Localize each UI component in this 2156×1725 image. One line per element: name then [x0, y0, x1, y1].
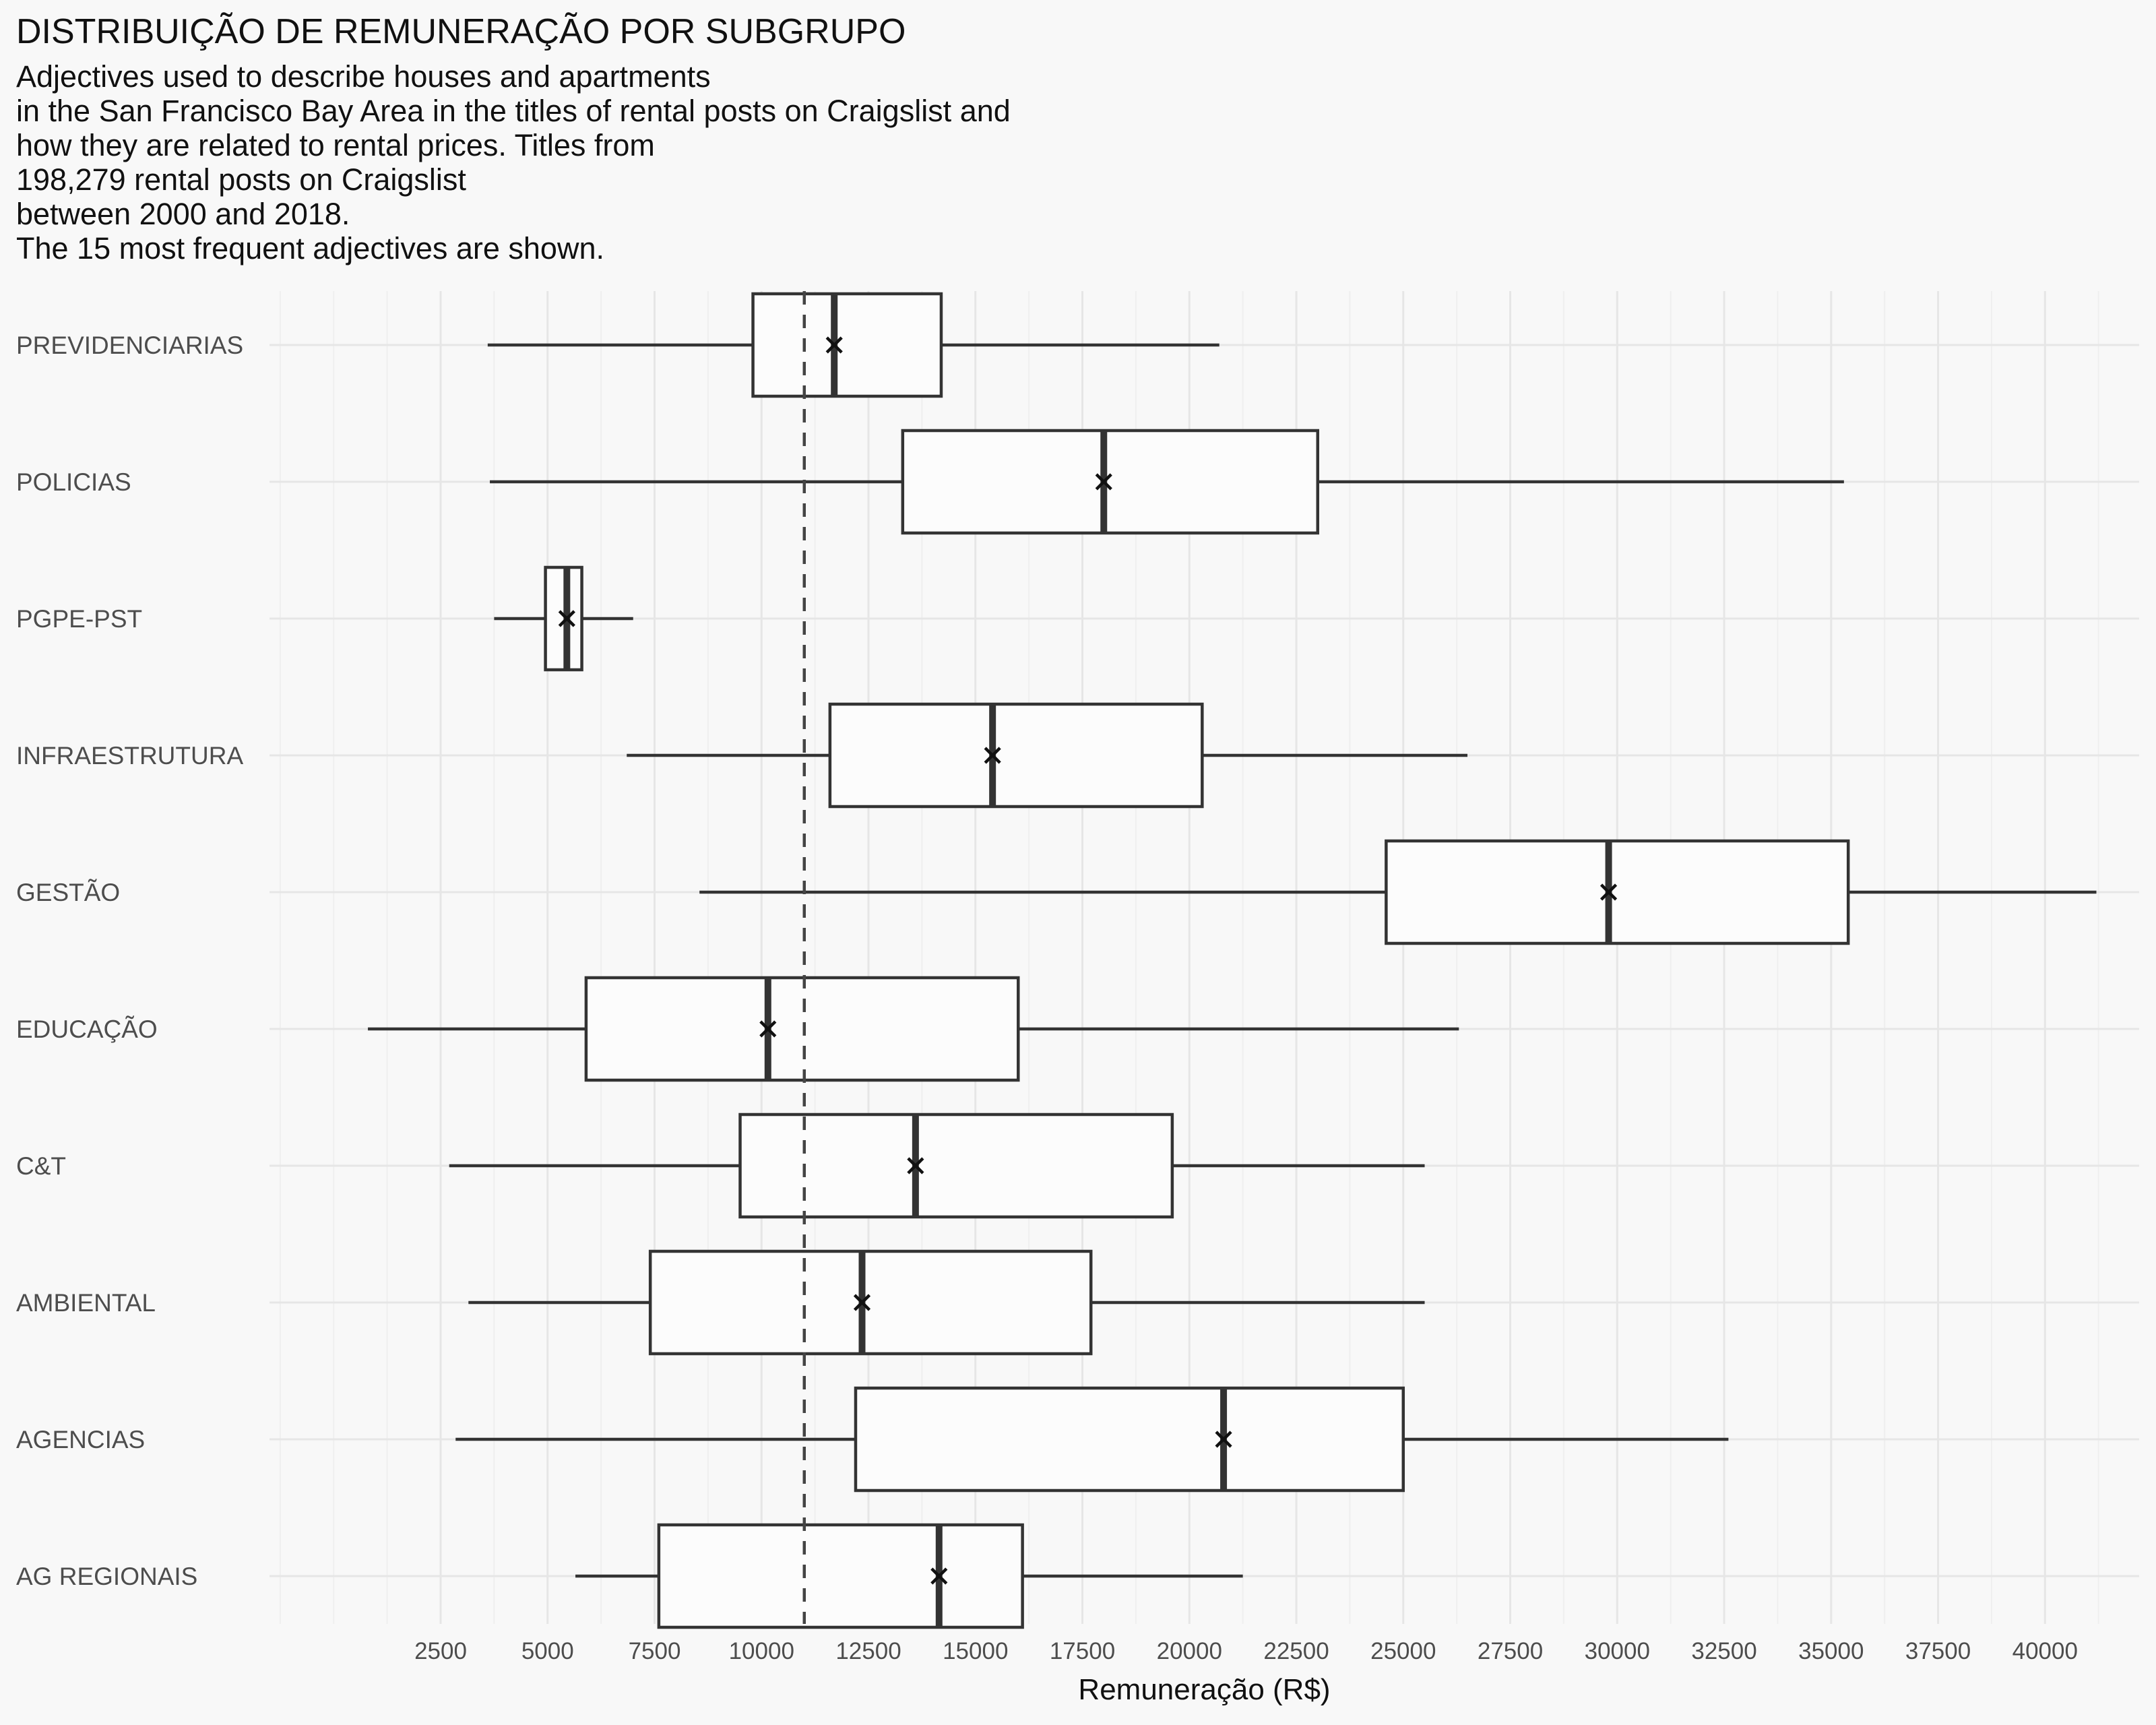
box-infraestrutura: [627, 702, 1468, 809]
mean-marker: [853, 1294, 871, 1311]
chart-subtitle: Adjectives used to describe houses and a…: [16, 59, 1633, 265]
category-label: PGPE-PST: [16, 605, 142, 633]
subtitle-line: The 15 most frequent adjectives are show…: [16, 231, 604, 265]
mean-marker-stroke: [930, 1567, 948, 1585]
mean-marker-stroke: [825, 336, 843, 354]
x-tick-label: 40000: [2012, 1638, 2078, 1664]
x-tick-label: 25000: [1370, 1638, 1436, 1664]
mean-marker: [825, 336, 843, 354]
subtitle-line: how they are related to rental prices. T…: [16, 128, 655, 162]
mean-marker-stroke: [1095, 473, 1112, 491]
mean-marker: [930, 1567, 948, 1585]
x-tick-label: 22500: [1263, 1638, 1329, 1664]
box-previdenciarias: [487, 292, 1219, 398]
iqr-box: [828, 702, 1204, 809]
mean-marker: [1095, 473, 1112, 491]
box-layer: [368, 291, 2097, 1629]
box-gest-o: [699, 839, 2097, 945]
box-policias: [490, 429, 1844, 535]
mean-marker-stroke: [853, 1294, 871, 1311]
mean-marker: [1599, 883, 1618, 901]
x-tick-label: 37500: [1905, 1638, 1971, 1664]
iqr-box: [648, 1249, 1093, 1356]
x-tick-label: 17500: [1050, 1638, 1115, 1664]
x-tick-label: 30000: [1585, 1638, 1650, 1664]
iqr-box: [657, 1523, 1024, 1629]
mean-marker: [984, 747, 1001, 764]
x-tick-label: 20000: [1157, 1638, 1222, 1664]
mean-marker-stroke: [984, 747, 1001, 764]
subtitle-line: in the San Francisco Bay Area in the tit…: [16, 94, 1011, 128]
mean-marker: [1215, 1431, 1232, 1448]
x-tick-label: 10000: [729, 1638, 794, 1664]
mean-marker-stroke: [1599, 883, 1618, 901]
subtitle-line: 198,279 rental posts on Craigslist: [16, 162, 466, 197]
mean-marker-stroke: [759, 1020, 777, 1038]
category-label: POLICIAS: [16, 468, 131, 496]
iqr-box: [584, 976, 1020, 1082]
x-tick-label: 7500: [629, 1638, 681, 1664]
mean-marker-stroke: [558, 610, 575, 627]
x-tick-label: 35000: [1798, 1638, 1864, 1664]
category-label: AMBIENTAL: [16, 1289, 156, 1317]
label-layer: PREVIDENCIARIAS POLICIAS PGPE-PST INFRAESTR…: [16, 332, 2078, 1706]
x-tick-label: 27500: [1478, 1638, 1543, 1664]
iqr-box: [738, 1112, 1174, 1219]
category-label: AGENCIAS: [16, 1426, 145, 1453]
box-c-t: [449, 1112, 1425, 1219]
category-label: PREVIDENCIARIAS: [16, 332, 243, 359]
chart-title: DISTRIBUIÇÃO DE REMUNERAÇÃO POR SUBGRUPO: [16, 12, 906, 51]
x-tick-label: 32500: [1691, 1638, 1756, 1664]
iqr-box: [1385, 839, 1850, 945]
x-axis-title: Remuneração (R$): [1078, 1673, 1330, 1706]
x-tick-label: 2500: [414, 1638, 467, 1664]
category-label: GESTÃO: [16, 879, 120, 906]
iqr-box: [854, 1386, 1405, 1493]
mean-marker-stroke: [907, 1157, 924, 1174]
category-label: AG REGIONAIS: [16, 1563, 197, 1590]
box-ag-regionais: [575, 1523, 1243, 1629]
mean-marker: [907, 1157, 924, 1174]
subtitle-line: Adjectives used to describe houses and a…: [16, 59, 711, 94]
mean-marker-stroke: [1215, 1431, 1232, 1448]
x-tick-label: 12500: [835, 1638, 901, 1664]
iqr-box: [901, 429, 1320, 535]
box-educa-o: [368, 976, 1459, 1082]
box-agencias: [455, 1386, 1729, 1493]
category-label: INFRAESTRUTURA: [16, 742, 243, 770]
mean-marker: [558, 610, 575, 627]
mean-marker: [759, 1020, 777, 1038]
x-tick-label: 15000: [943, 1638, 1008, 1664]
category-label: EDUCAÇÃO: [16, 1015, 158, 1043]
box-pgpe-pst: [494, 565, 633, 672]
x-tick-label: 5000: [521, 1638, 574, 1664]
iqr-box: [751, 292, 943, 398]
subtitle-line: between 2000 and 2018.: [16, 197, 350, 231]
box-ambiental: [468, 1249, 1425, 1356]
category-label: C&T: [16, 1152, 66, 1180]
